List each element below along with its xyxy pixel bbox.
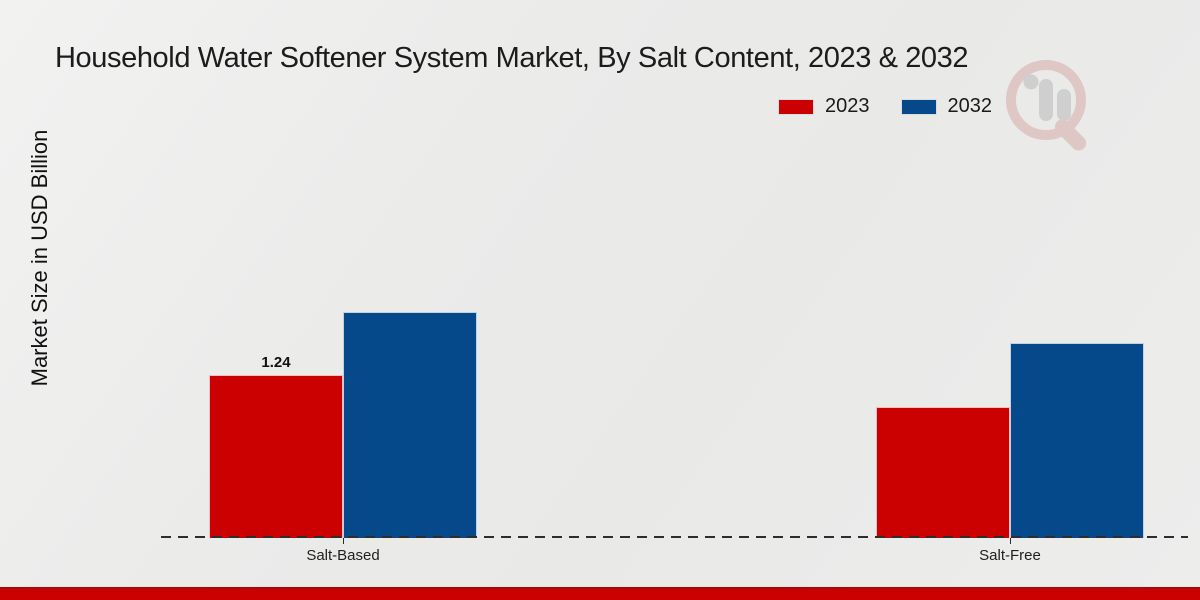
x-axis-tick-salt-based xyxy=(343,538,344,544)
category-label-salt-based: Salt-Based xyxy=(306,547,380,564)
legend: 2023 2032 xyxy=(779,95,992,118)
footer-red-band xyxy=(0,587,1200,600)
category-label-salt-free: Salt-Free xyxy=(979,547,1041,564)
chart-title: Household Water Softener System Market, … xyxy=(55,42,969,74)
bar-2023-salt-based xyxy=(209,375,343,538)
bar-value-label: 1.24 xyxy=(261,354,291,371)
legend-label-2023: 2023 xyxy=(825,95,870,117)
bar-2032-salt-based xyxy=(343,312,477,538)
legend-swatch-2032 xyxy=(901,99,936,114)
legend-item-2023: 2023 xyxy=(779,95,870,118)
x-axis-baseline xyxy=(161,536,1188,538)
legend-item-2032: 2032 xyxy=(901,95,993,118)
legend-swatch-2023 xyxy=(779,99,813,114)
watermark-logo-icon xyxy=(1006,60,1087,151)
bar-2032-salt-free xyxy=(1010,343,1144,538)
x-axis-tick-salt-free xyxy=(1010,538,1011,544)
legend-label-2032: 2032 xyxy=(947,95,993,117)
bar-2023-salt-free xyxy=(876,407,1010,538)
